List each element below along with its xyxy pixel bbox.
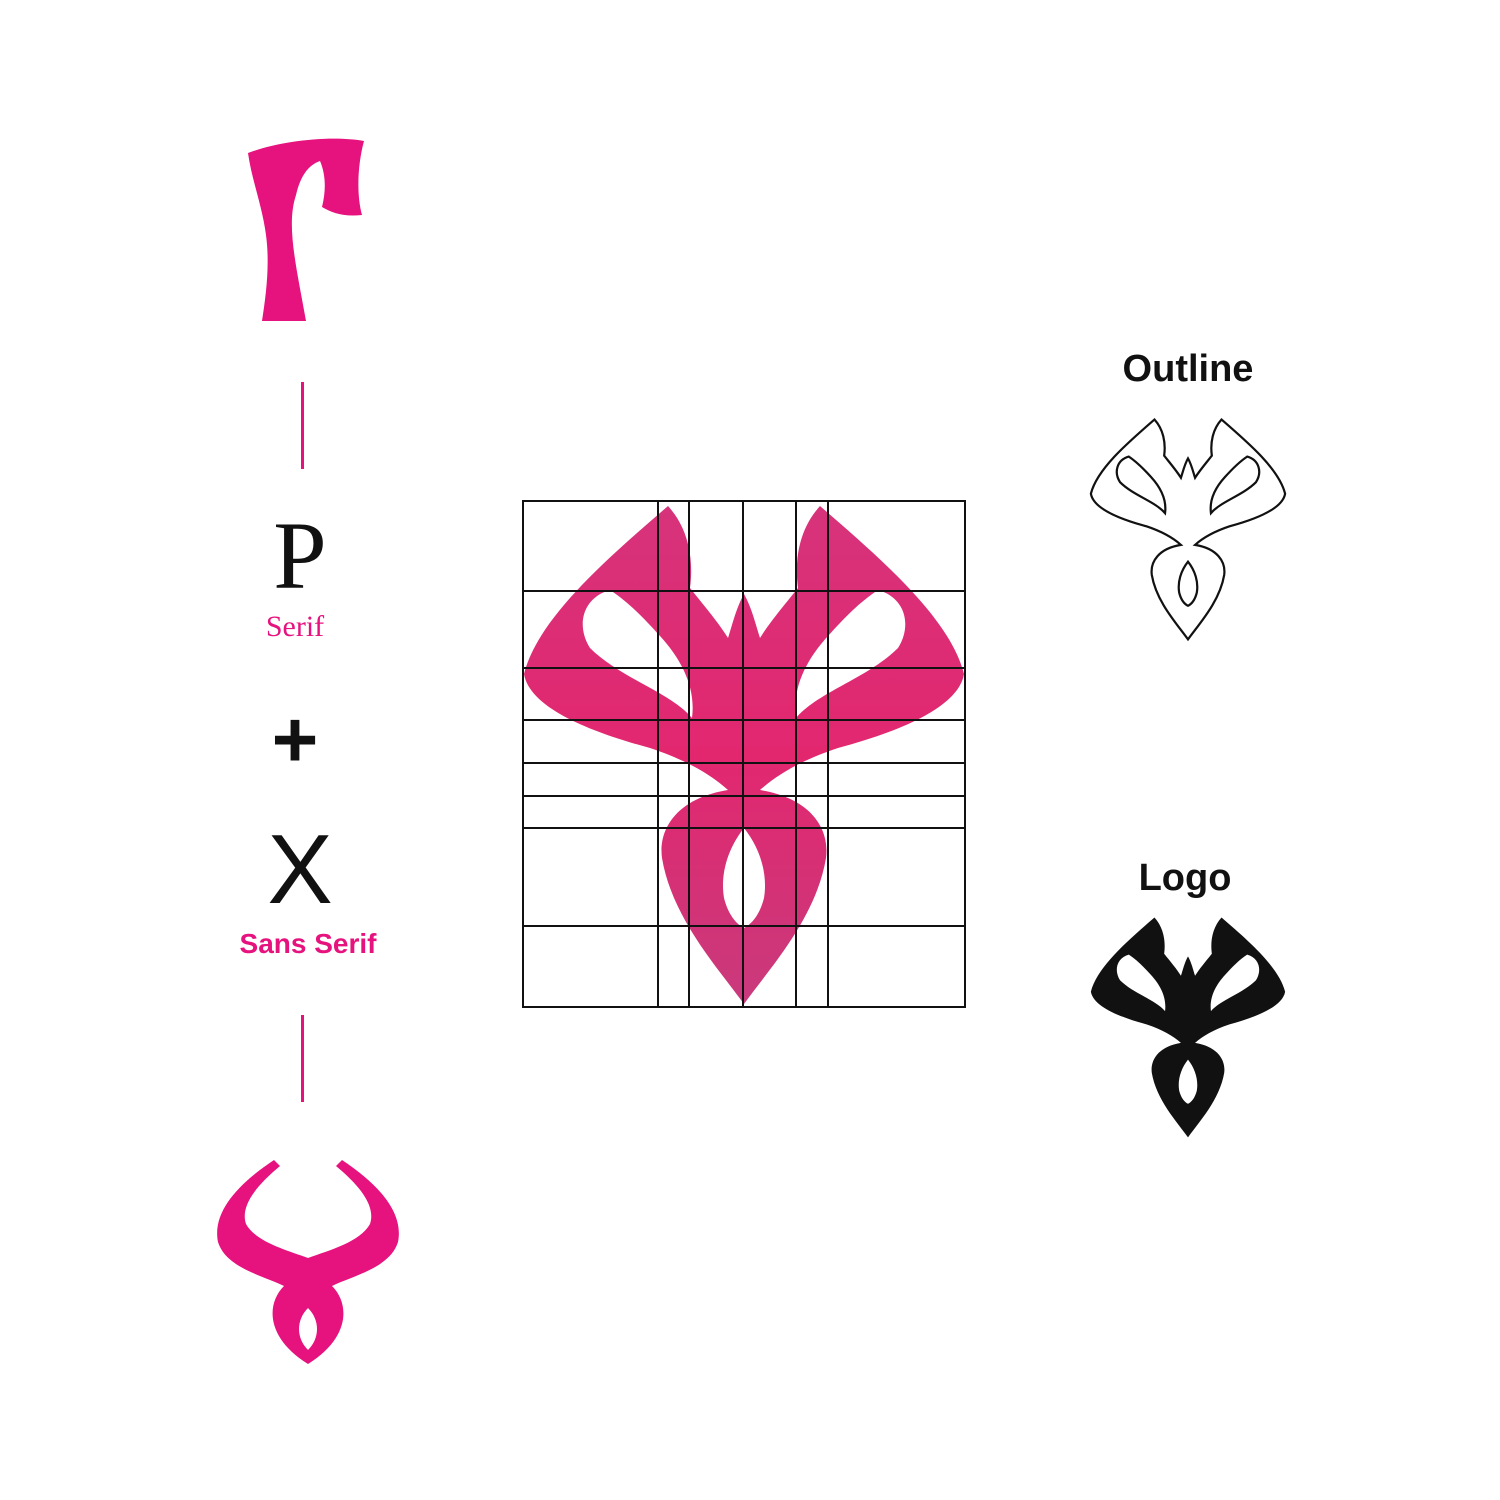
logo-heading: Logo [1138, 857, 1232, 899]
outline-heading: Outline [1122, 348, 1254, 390]
serif-letter: P [273, 502, 327, 609]
sans-serif-letter: X [267, 814, 333, 924]
divider-top [301, 382, 304, 469]
logo-outline-icon [1089, 417, 1287, 642]
sans-serif-label: Sans Serif [239, 928, 377, 959]
grid-logo-icon [522, 500, 966, 1008]
divider-bottom [301, 1015, 304, 1102]
stylized-x-icon [217, 1160, 399, 1364]
stylized-p-icon [248, 138, 364, 321]
serif-label: Serif [265, 610, 325, 643]
logo-solid-icon [1090, 917, 1286, 1138]
plus-operator: + [271, 695, 319, 784]
